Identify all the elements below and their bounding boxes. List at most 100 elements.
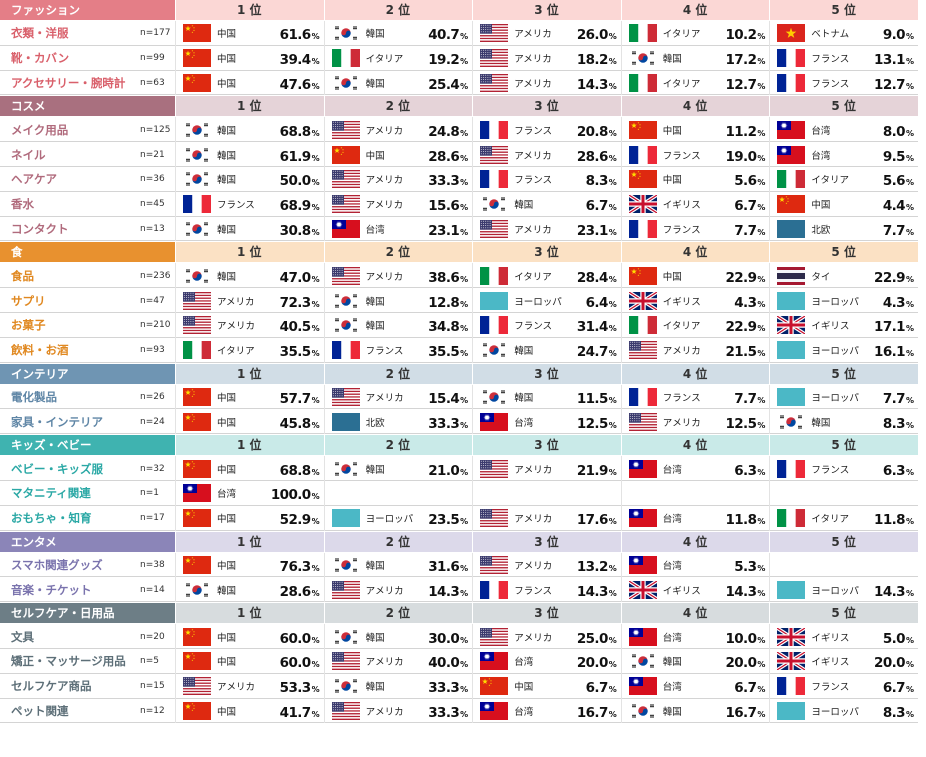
taiwan-flag [628, 509, 657, 528]
country-name: フランス [811, 682, 850, 694]
rank-label: 2 位 [385, 245, 411, 260]
rank-cell: イタリア 35.5% [175, 338, 324, 362]
percentage: 68.8% [280, 121, 320, 140]
country-name: 中国 [217, 29, 237, 41]
rank-cell: アメリカ 21.9% [472, 456, 621, 480]
column-divider [620, 242, 622, 263]
column-divider [175, 577, 176, 603]
percentage-value: 14.3 [874, 583, 906, 600]
percentage-value: 72.3 [279, 294, 312, 311]
column-divider [472, 481, 474, 506]
percentage-value: 47.0 [279, 269, 312, 286]
rank-cell: イギリス 5.0% [769, 624, 918, 648]
percentage-value: 9.5 [882, 148, 906, 165]
rank-cell: 韓国 8.3% [769, 409, 918, 433]
column-divider [472, 142, 474, 167]
column-divider [175, 649, 176, 674]
country-name: フランス [217, 200, 255, 212]
percent-unit: % [757, 709, 766, 719]
percent-unit: % [460, 227, 469, 237]
percentage: 5.6% [734, 170, 765, 189]
country-name: 韓国 [217, 125, 237, 137]
percentage: 28.6% [577, 146, 617, 165]
percentage-value: 33.3 [428, 704, 460, 721]
italy-flag [628, 316, 657, 335]
category-label: アクセサリー・腕時計 [11, 75, 126, 90]
percentage: 20.0% [874, 652, 914, 671]
percentage-value: 28.6 [428, 148, 460, 165]
percent-unit: % [460, 274, 469, 284]
percent-unit: % [460, 324, 469, 334]
category-label: 文具 [11, 629, 34, 644]
france-flag [628, 145, 657, 164]
column-divider [769, 481, 771, 506]
percentage-value: 61.6 [279, 27, 312, 44]
china-flag [183, 49, 211, 68]
country-name: アメリカ [662, 346, 701, 358]
rank-cell: 韓国 24.7% [472, 338, 621, 362]
rank-label: 5 位 [831, 606, 856, 621]
percentage-value: 17.1 [874, 319, 906, 336]
table-row: サプリ n=47 アメリカ 72.3% 韓国 12.8% ヨーロッパ 6.4% イギリス 4.3%… [0, 288, 918, 313]
percentage-value: 19.0 [725, 148, 757, 165]
usa-flag [331, 652, 360, 671]
rank-label: 4 位 [682, 366, 708, 381]
usa-flag [183, 677, 211, 696]
column-divider [472, 263, 474, 289]
rank-cell: 韓国 61.9% [175, 142, 324, 166]
percent-unit: % [608, 420, 617, 430]
country-name: イギリス [811, 657, 850, 669]
percentage-value: 8.3 [882, 415, 906, 432]
rank-label: 2 位 [385, 534, 411, 549]
column-divider [620, 698, 622, 724]
column-divider [472, 117, 474, 143]
rank-label: 4 位 [682, 99, 708, 114]
percentage-value: 14.3 [725, 583, 757, 600]
rank-cell: ヨーロッパ 23.5% [324, 506, 473, 530]
percent-unit: % [608, 203, 617, 213]
percent-unit: % [757, 203, 766, 213]
sample-size: n=47 [140, 295, 165, 306]
country-name: イタリア [662, 78, 701, 90]
column-divider [175, 263, 176, 289]
percentage-value: 60.0 [279, 655, 312, 672]
column-divider [323, 263, 325, 289]
rank-label: 2 位 [385, 606, 411, 621]
percentage-value: 23.5 [428, 512, 460, 529]
rank-label: 1 位 [237, 245, 262, 260]
percentage-value: 38.6 [428, 269, 460, 286]
percent-unit: % [608, 324, 617, 334]
column-divider [323, 505, 325, 531]
percentage: 14.3% [577, 581, 617, 600]
column-divider [323, 552, 325, 578]
category-label: ヘアケア [11, 172, 57, 187]
percentage-value: 7.7 [734, 390, 757, 407]
rank-cell: 韓国 31.6% [324, 553, 473, 577]
country-name: フランス [811, 54, 850, 66]
percentage-value: 68.8 [279, 462, 312, 479]
percentage-value: 53.3 [279, 680, 312, 697]
country-name: フランス [514, 125, 552, 137]
percentage: 57.7% [280, 388, 320, 407]
country-name: 台湾 [514, 417, 534, 429]
rank-cell: 韓国 6.7% [472, 192, 621, 216]
rank-cell: 韓国 40.7% [324, 21, 473, 45]
percentage: 4.3% [883, 292, 914, 311]
table-row: 飲料・お酒 n=93 イタリア 35.5% フランス 35.5% 韓国 24.7% アメリカ 21… [0, 337, 918, 363]
percent-unit: % [311, 203, 320, 213]
percentage-value: 17.6 [576, 512, 609, 529]
percent-unit: % [757, 349, 766, 359]
percent-unit: % [905, 227, 914, 237]
column-divider [620, 0, 622, 20]
rank-cell: 台湾 23.1% [324, 217, 473, 241]
france-flag [777, 677, 806, 696]
usa-flag [331, 701, 360, 720]
percentage: 9.5% [883, 146, 914, 165]
country-name: 韓国 [217, 271, 237, 283]
country-name: 台湾 [662, 514, 682, 526]
category-label: ネイル [11, 147, 46, 162]
usa-flag [480, 145, 509, 164]
column-divider [472, 698, 474, 724]
percentage: 39.4% [280, 49, 320, 68]
taiwan-flag [480, 701, 509, 720]
